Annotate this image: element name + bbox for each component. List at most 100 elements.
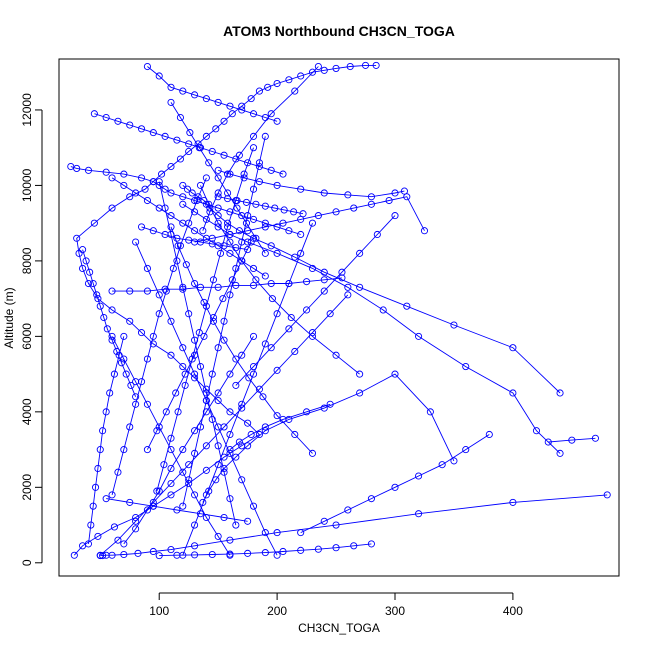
data-point <box>244 549 252 557</box>
data-point <box>273 310 281 318</box>
data-point <box>106 389 114 397</box>
data-point <box>291 253 299 261</box>
data-point <box>214 242 222 250</box>
data-point <box>346 62 354 71</box>
data-point <box>202 234 210 242</box>
data-point <box>244 159 252 167</box>
x-tick-label: 400 <box>503 604 523 618</box>
data-point <box>214 189 222 197</box>
data-point <box>279 219 287 227</box>
data-point <box>179 200 187 208</box>
data-point <box>214 442 222 450</box>
data-point <box>385 196 393 205</box>
data-point <box>249 363 258 371</box>
data-point <box>244 442 252 450</box>
plot-area <box>67 61 611 560</box>
data-point <box>191 336 199 344</box>
data-point <box>84 279 93 288</box>
data-point <box>261 272 269 280</box>
data-point <box>176 113 184 122</box>
data-point <box>344 506 352 514</box>
data-point <box>143 196 151 205</box>
data-point <box>244 212 252 220</box>
data-point <box>167 434 175 442</box>
data-point <box>143 506 151 514</box>
data-point <box>202 95 210 103</box>
data-point <box>200 298 208 306</box>
data-point <box>299 210 307 218</box>
data-point <box>308 219 317 227</box>
data-point <box>126 498 134 506</box>
data-point <box>120 446 128 454</box>
series-line <box>100 294 349 556</box>
data-point <box>285 279 293 288</box>
x-axis-label: CH3CN_TOGA <box>298 621 380 635</box>
data-point <box>226 208 234 216</box>
data-point <box>202 442 210 450</box>
data-point <box>273 529 281 537</box>
data-point <box>308 68 317 76</box>
data-point <box>191 91 199 99</box>
data-point <box>280 206 288 214</box>
data-point <box>191 227 199 235</box>
data-point <box>205 159 213 167</box>
data-point <box>267 279 275 288</box>
data-point <box>214 219 222 227</box>
data-point <box>226 449 234 457</box>
data-point <box>544 438 552 446</box>
data-point <box>252 200 260 208</box>
data-point <box>344 191 352 199</box>
data-point <box>115 351 123 359</box>
data-point <box>320 189 328 197</box>
data-point <box>209 313 217 322</box>
data-point <box>94 532 102 540</box>
data-point <box>238 106 246 114</box>
data-point <box>344 291 352 299</box>
data-point <box>356 370 364 378</box>
data-point <box>143 446 151 454</box>
data-point <box>155 423 163 431</box>
data-point <box>238 351 246 359</box>
data-point <box>308 332 317 340</box>
data-point <box>143 400 151 408</box>
data-point <box>179 468 187 476</box>
data-point <box>233 196 241 205</box>
data-point <box>232 355 240 363</box>
data-point <box>173 257 181 265</box>
data-point <box>273 249 281 257</box>
y-tick-label: 12000 <box>20 93 34 127</box>
series-line <box>202 66 319 231</box>
data-point <box>108 336 116 344</box>
series-line <box>147 66 278 122</box>
data-point <box>108 174 116 182</box>
data-point <box>214 389 222 397</box>
data-point <box>143 62 151 71</box>
data-point <box>191 491 199 499</box>
data-point <box>232 155 240 163</box>
data-point <box>126 121 134 129</box>
data-point <box>117 359 126 367</box>
data-point <box>367 540 375 548</box>
data-point <box>167 189 175 197</box>
data-point <box>179 446 187 454</box>
data-point <box>99 427 107 435</box>
data-point <box>214 423 222 431</box>
data-point <box>153 427 161 435</box>
data-point <box>188 355 196 363</box>
data-point <box>208 147 216 156</box>
data-point <box>603 491 611 499</box>
data-point <box>240 170 248 178</box>
data-point <box>326 310 334 318</box>
data-point <box>232 521 240 529</box>
data-point <box>249 185 258 193</box>
series-line <box>182 185 561 394</box>
data-point <box>249 502 258 510</box>
data-point <box>102 495 110 503</box>
data-point <box>285 227 293 235</box>
data-point <box>273 181 281 189</box>
data-point <box>220 117 228 125</box>
series-line <box>200 185 360 375</box>
data-point <box>228 276 236 284</box>
data-point <box>114 117 122 125</box>
data-point <box>279 170 287 178</box>
